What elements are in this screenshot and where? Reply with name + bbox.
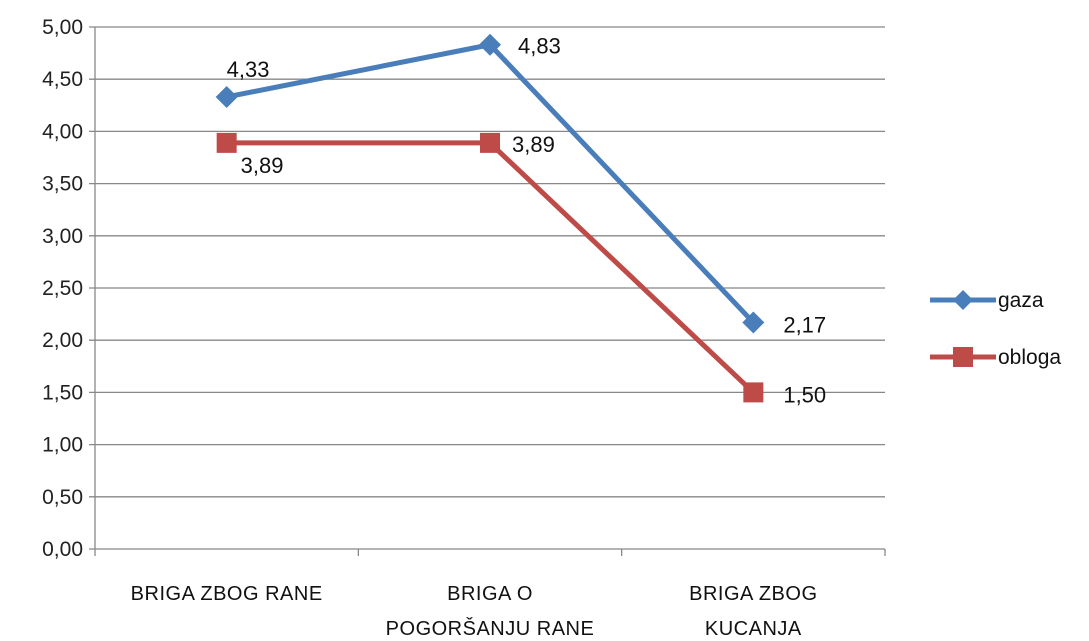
x-category-label: KUCANJA (705, 618, 802, 640)
point-gaza (742, 311, 765, 334)
legend-marker-gaza (953, 290, 973, 310)
point-obloga (480, 132, 500, 153)
data-label-obloga: 3,89 (512, 132, 555, 157)
point-gaza (479, 33, 501, 56)
data-label-gaza: 4,33 (227, 57, 270, 82)
legend-marker-obloga (953, 347, 973, 367)
y-tick-label: 1,00 (42, 434, 83, 457)
y-tick-label: 1,50 (42, 381, 83, 404)
point-obloga (743, 382, 764, 403)
y-tick-label: 5,00 (42, 16, 83, 39)
y-tick-label: 4,00 (42, 120, 83, 143)
data-label-gaza: 2,17 (783, 312, 826, 337)
legend-label-obloga: obloga (998, 346, 1061, 369)
series-line-obloga (226, 140, 756, 395)
y-axis: 0,00 0,50 1,00 1,50 2,00 2,50 3,00 3,50 4,00 4,50… (42, 16, 96, 561)
x-category-label: BRIGA ZBOG RANE (131, 583, 323, 605)
y-tick-label: 0,50 (42, 486, 83, 509)
series-group (215, 33, 765, 403)
x-category-label: POGORŠANJU RANE (386, 617, 595, 640)
x-axis: BRIGA ZBOG RANE BRIGA O POGORŠANJU RANE BRI… (94, 549, 886, 640)
y-tick-label: 3,00 (42, 225, 83, 248)
y-tick-label: 3,50 (42, 173, 83, 196)
point-obloga (216, 132, 237, 153)
legend: gaza obloga (930, 289, 1061, 369)
y-tick-label: 0,00 (42, 538, 83, 561)
legend-label-gaza: gaza (998, 289, 1044, 312)
y-tick-label: 2,00 (42, 329, 83, 352)
y-tick-label: 4,50 (42, 68, 83, 91)
point-gaza (215, 85, 238, 108)
x-category-label: BRIGA O (447, 583, 533, 605)
data-label-obloga: 1,50 (783, 382, 826, 407)
y-tick-label: 2,50 (42, 277, 83, 300)
data-label-obloga: 3,89 (241, 153, 284, 178)
x-category-label: BRIGA ZBOG (689, 583, 817, 605)
data-labels: 4,33 4,83 2,17 3,89 3,89 1,50 (227, 34, 826, 408)
gridlines (89, 26, 885, 550)
data-label-gaza: 4,83 (518, 34, 561, 59)
